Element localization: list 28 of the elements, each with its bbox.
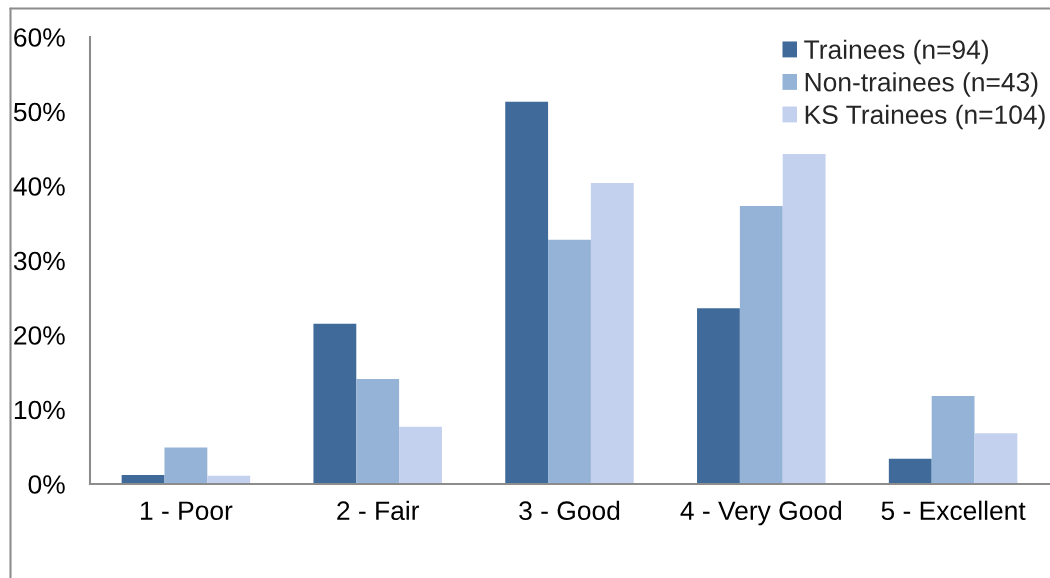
y-tick-label: 50%: [13, 102, 65, 122]
y-tick-label: 40%: [13, 177, 65, 196]
x-tick-label: 1 - Poor: [140, 501, 233, 521]
bar: [164, 447, 208, 484]
bar: [399, 426, 442, 484]
y-tick-label: 30%: [13, 251, 65, 271]
bar: [313, 323, 357, 484]
y-tick-label: 60%: [14, 28, 65, 47]
x-tick-label: 3 - Good: [519, 500, 620, 521]
bar: [697, 308, 740, 484]
bar: [548, 239, 591, 484]
bar: [782, 153, 826, 484]
y-tick-label: 0%: [28, 475, 65, 494]
y-tick-label: 10%: [14, 400, 65, 420]
bar: [739, 206, 783, 484]
legend-label: KS Trainees (n=104): [805, 104, 1045, 130]
bar: [590, 183, 634, 484]
x-tick-label: 2 - Fair: [337, 500, 420, 521]
y-tick-label: 20%: [14, 326, 65, 345]
bar: [974, 433, 1018, 484]
bar: [888, 458, 932, 484]
legend-label: Non-trainees (n=43): [805, 72, 1038, 97]
x-tick-label: 5 - Excellent: [881, 500, 1026, 521]
x-tick-label: 4 - Very Good: [680, 500, 842, 526]
bar: [505, 101, 549, 484]
bar: [931, 396, 975, 484]
bar: [356, 378, 400, 484]
legend-label: Trainees (n=94): [804, 39, 988, 65]
